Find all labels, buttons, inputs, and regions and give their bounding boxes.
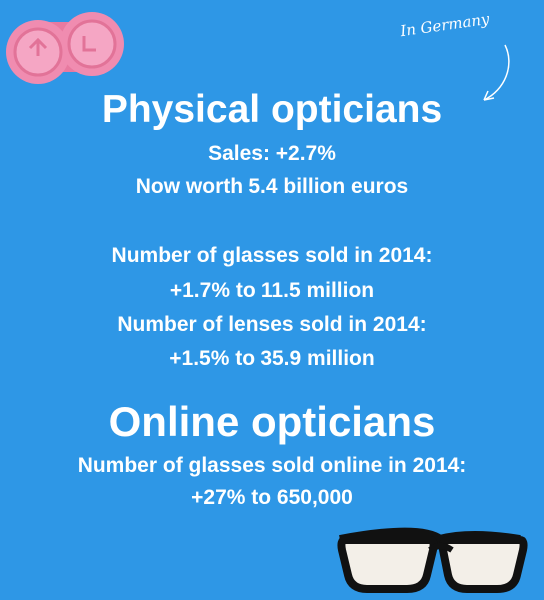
section-title: Physical opticians [101,88,443,131]
stat-text: Now worth [135,175,244,198]
stat-line: Number of lenses sold in 2014: [0,313,544,337]
stat-text: Number of lenses sold in 2014: [117,313,427,336]
stat-text: Number of glasses sold online in 2014: [77,454,467,477]
stat-text: +1.5% to [169,347,256,370]
section-title: Online opticians [108,398,436,445]
stat-line: +1.5% to 35.9 million [0,347,544,371]
stat-emphasis: 35.9 million [260,347,375,370]
glasses [337,527,528,593]
lens-case [6,12,124,84]
stat-emphasis: 11.5 million [260,279,375,302]
stat-text: Sales: +2.7% [208,142,336,165]
stat-line: Number of glasses sold in 2014: [0,244,544,268]
stat-line: Sales: +2.7% [0,142,544,166]
stat-line: +1.7% to 11.5 million [0,279,544,303]
stat-text: +1.7% to [169,279,256,302]
stat-line: Number of glasses sold online in 2014: [0,454,544,478]
stat-text: +27% to 650,000 [191,486,353,509]
arrow [483,44,510,101]
stat-text: Number of glasses sold in 2014: [111,244,433,267]
stat-line: Now worth 5.4 billion euros [0,175,544,199]
stat-emphasis: 5.4 billion euros [248,175,409,198]
stat-line: +27% to 650,000 [0,486,544,510]
